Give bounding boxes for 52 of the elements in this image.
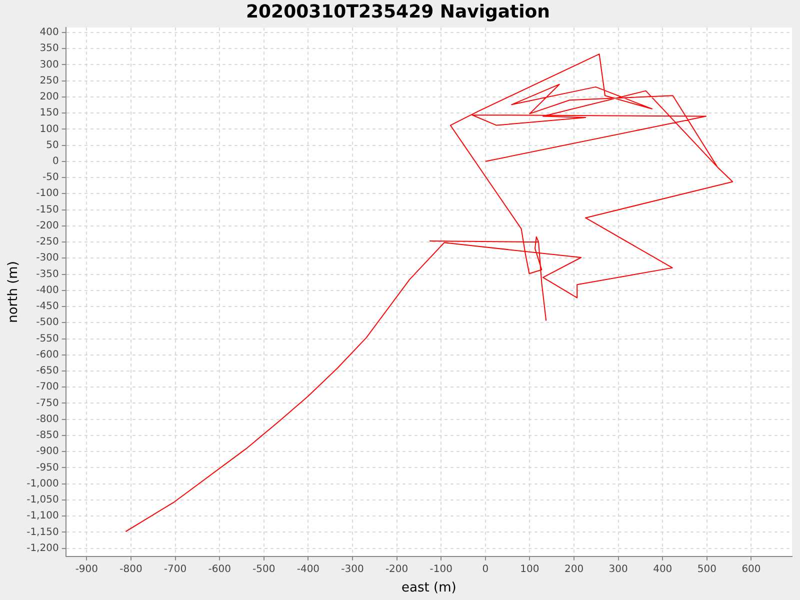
x-tick-label: 600 (742, 564, 761, 575)
y-tick-label: 100 (40, 124, 59, 135)
x-tick-label: -800 (120, 564, 142, 575)
x-tick-label: -300 (341, 564, 364, 575)
x-tick-label: -500 (252, 564, 276, 575)
y-tick-label: -900 (36, 446, 59, 458)
y-tick-label: 50 (46, 140, 59, 151)
y-axis-title: north (m) (6, 261, 22, 323)
y-tick-label: -700 (36, 382, 59, 393)
x-tick-label: -100 (430, 564, 452, 575)
y-tick-label: -200 (36, 220, 59, 232)
x-tick-label: -400 (296, 564, 320, 575)
x-tick-label: -200 (385, 564, 408, 575)
y-tick-label: -1,050 (26, 494, 59, 506)
x-tick-label: 0 (482, 564, 489, 575)
x-tick-label: 200 (564, 564, 584, 575)
y-tick-label: -450 (36, 301, 59, 312)
y-tick-label: -400 (36, 284, 59, 296)
y-tick-label: -800 (36, 414, 59, 425)
y-tick-label: 0 (52, 156, 59, 168)
y-tick-label: 350 (40, 43, 59, 54)
x-tick-label: 400 (653, 564, 672, 575)
y-tick-label: 400 (40, 27, 59, 38)
x-tick-label: 300 (608, 564, 628, 575)
x-tick-label: -600 (208, 564, 231, 575)
y-tick-label: -500 (36, 317, 59, 328)
y-tick-label: -50 (42, 172, 59, 184)
y-tick-label: -350 (36, 268, 59, 280)
y-tick-label: 150 (40, 108, 59, 119)
y-tick-label: -250 (36, 236, 59, 248)
y-tick-label: -300 (36, 252, 59, 264)
y-tick-label: -650 (36, 366, 59, 377)
y-tick-label: 250 (40, 75, 59, 86)
y-tick-label: -150 (36, 204, 59, 216)
y-tick-label: -1,000 (26, 478, 59, 490)
y-tick-label: 200 (40, 92, 59, 103)
chart-title: 20200310T235429 Navigation (246, 1, 550, 22)
x-tick-label: 100 (520, 564, 540, 575)
x-tick-label: -900 (75, 564, 98, 575)
y-tick-label: -1,100 (26, 510, 59, 522)
y-tick-label: -950 (36, 462, 59, 474)
y-tick-label: -550 (36, 333, 59, 344)
y-tick-label: -600 (36, 349, 59, 360)
y-tick-label: -1,200 (26, 542, 59, 554)
y-tick-label: -100 (36, 188, 59, 200)
x-tick-label: 500 (697, 564, 716, 575)
y-tick-label: 300 (40, 59, 59, 70)
y-tick-label: -1,150 (26, 526, 59, 538)
y-tick-label: -850 (36, 430, 59, 442)
x-tick-label: -700 (164, 564, 187, 575)
x-axis-title: east (m) (402, 580, 456, 596)
y-tick-label: -750 (36, 398, 59, 409)
